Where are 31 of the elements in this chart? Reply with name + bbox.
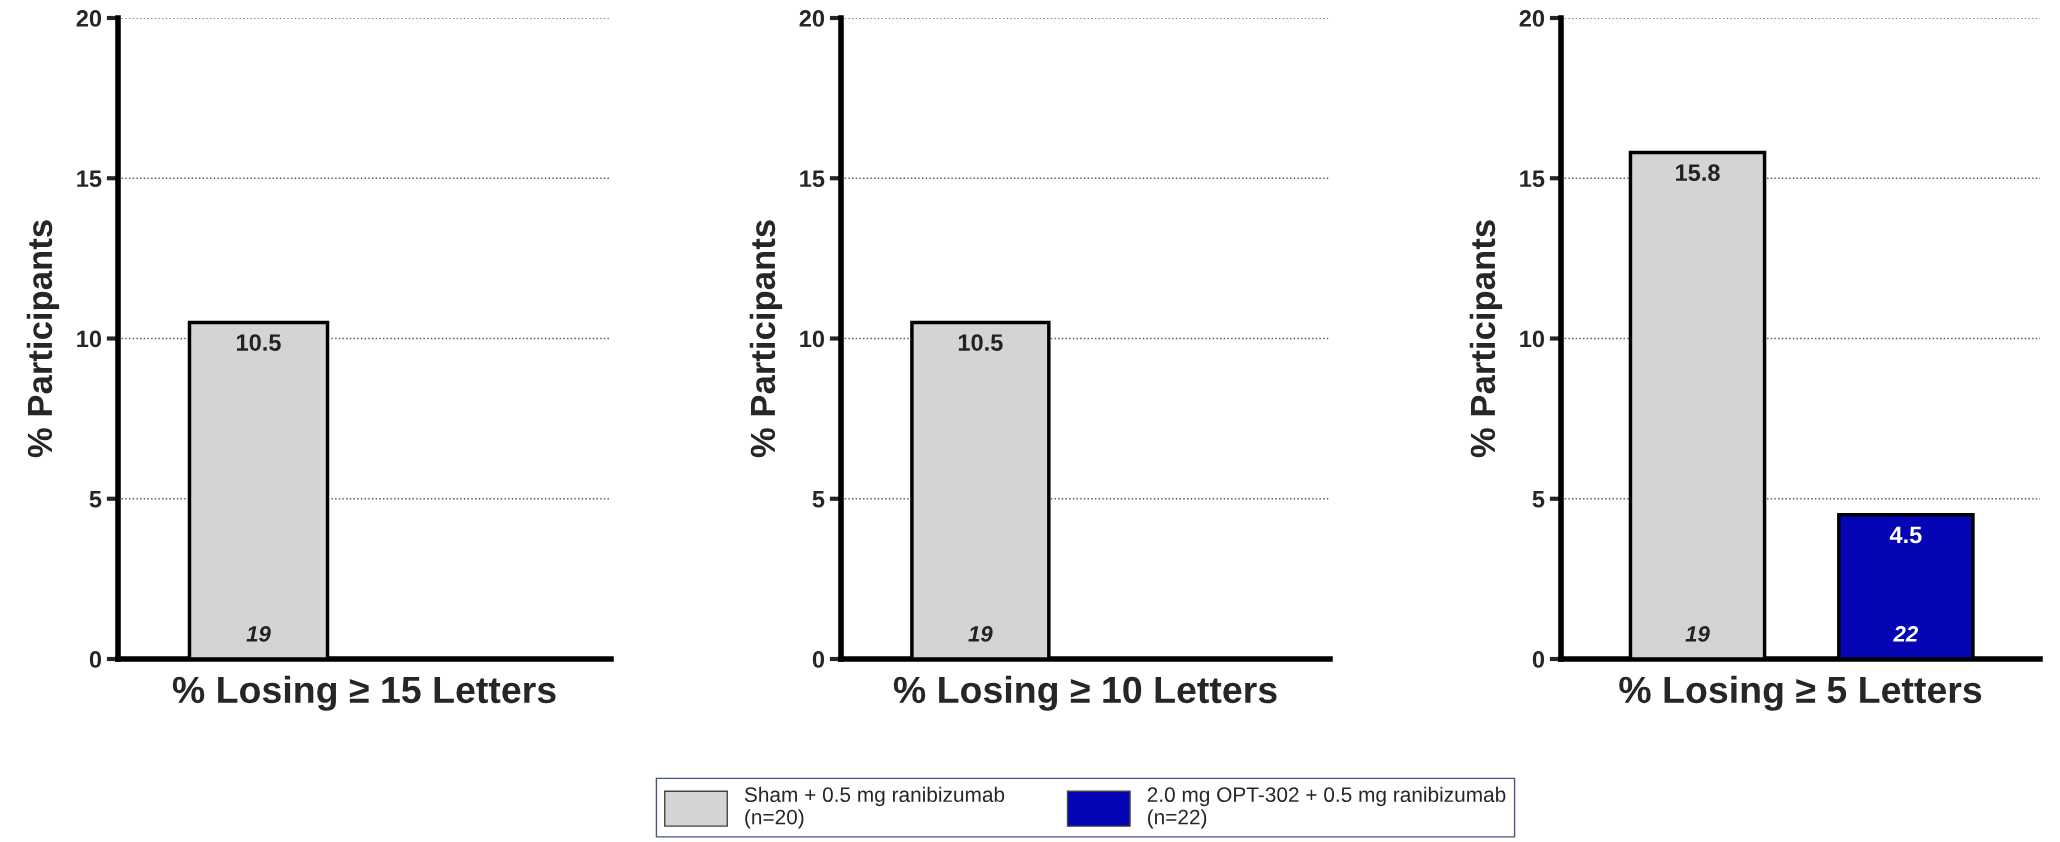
annotation: 22 — [1893, 626, 1919, 642]
y-tick-label: 10 — [77, 330, 102, 348]
y-tick-label: 10 — [1520, 330, 1545, 348]
y-tick-label: 10 — [800, 330, 825, 348]
y-tick-label: 20 — [799, 10, 825, 27]
x-axis-title: % Losing ≥ 15 Letters — [172, 675, 556, 711]
x-axis-title: % Losing ≥ 10 Letters — [893, 675, 1277, 711]
y-tick-label: 5 — [89, 491, 102, 508]
x-axis-title: % Losing ≥ 5 Letters — [1619, 675, 1982, 711]
y-tick-label: 15 — [800, 170, 825, 188]
data-label: 4.5 — [1889, 526, 1922, 544]
data-label: 10.5 — [237, 334, 281, 351]
annotation: 19 — [1685, 626, 1710, 642]
y-tick-label: 0 — [1532, 651, 1545, 668]
y-tick-label: 20 — [1519, 10, 1545, 27]
legend-label: 2.0 mg OPT-302 + 0.5 mg ranibizumab (n=22) — [1147, 786, 1506, 829]
y-tick-label: 5 — [812, 491, 825, 508]
y-tick-label: 15 — [77, 170, 102, 188]
data-label: 15.8 — [1676, 164, 1720, 182]
y-tick-label: 5 — [1532, 491, 1545, 508]
y-tick-label: 15 — [1520, 170, 1545, 188]
y-tick-label: 20 — [76, 10, 102, 27]
legend-label: Sham + 0.5 mg ranibizumab (n=20) — [744, 786, 1005, 829]
y-tick-label: 0 — [812, 651, 825, 668]
y-axis-title: % Participants — [26, 220, 60, 458]
y-axis-title: % Participants — [749, 220, 783, 458]
y-axis-title: % Participants — [1469, 220, 1503, 458]
annotation: 19 — [246, 626, 271, 642]
annotation: 19 — [968, 626, 993, 642]
y-tick-label: 0 — [89, 651, 102, 668]
data-label: 10.5 — [958, 334, 1003, 351]
